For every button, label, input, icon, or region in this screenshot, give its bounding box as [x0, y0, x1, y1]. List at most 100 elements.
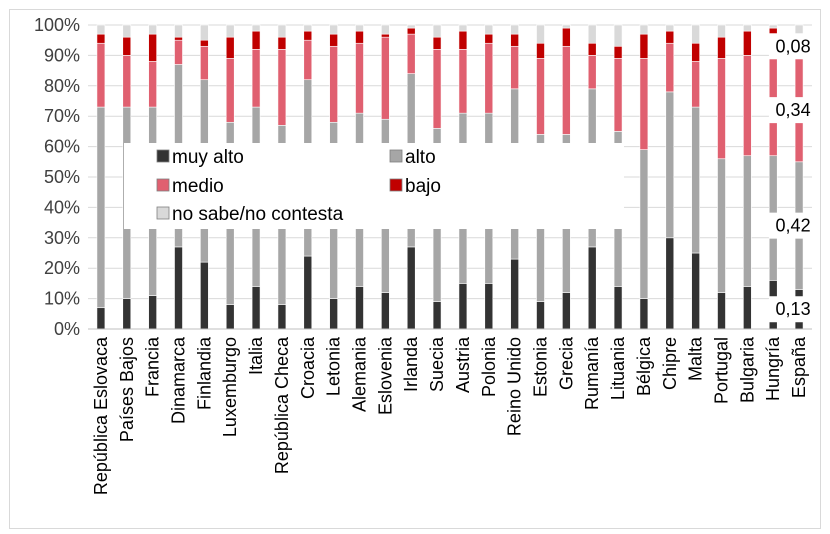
x-tick-label: República Eslovaca	[91, 336, 111, 495]
legend-label: bajo	[405, 176, 441, 197]
bar-segment	[303, 39, 313, 81]
bar-segment	[381, 292, 390, 330]
bar-segment	[355, 24, 364, 32]
bar-segment	[277, 304, 287, 330]
y-tick-label: 20%	[44, 258, 80, 278]
bar-segment	[691, 106, 700, 254]
x-tick-label: Lituania	[608, 336, 628, 400]
data-label-box	[769, 296, 818, 323]
legend-swatch	[389, 178, 403, 192]
data-label-box	[769, 212, 818, 239]
bar-segment	[432, 301, 442, 330]
bar-segment	[691, 252, 700, 330]
bar-segment	[665, 24, 675, 32]
bar-segment	[329, 33, 338, 47]
bar-segment	[794, 24, 804, 35]
bar-segment	[303, 255, 313, 330]
bar-segment	[613, 58, 623, 132]
bar-segment	[200, 24, 209, 41]
bar-segment	[329, 298, 338, 330]
bar-segment	[329, 24, 338, 35]
bar-segment	[174, 24, 183, 38]
legend: muy alto alto medio bajo no sabe/no contesta	[124, 143, 624, 229]
bar-segment	[458, 283, 468, 330]
bar-segment	[587, 246, 597, 330]
bar-segment	[484, 42, 494, 114]
bar-segment	[613, 45, 623, 59]
bar-segment	[510, 24, 519, 35]
y-tick-label: 90%	[44, 45, 80, 65]
bar-segment	[691, 61, 700, 108]
x-tick-label: Irlanda	[401, 336, 421, 392]
bar-segment	[174, 246, 183, 330]
legend-label: medio	[172, 176, 224, 197]
x-tick-label: Malta	[686, 336, 706, 381]
y-tick-label: 80%	[44, 76, 80, 96]
legend-label: alto	[405, 147, 436, 168]
bar-segment	[665, 30, 675, 44]
x-tick-label: Estonia	[531, 336, 551, 397]
bar-segment	[406, 27, 416, 35]
bar-segment	[458, 49, 468, 114]
data-label: 0,34	[776, 100, 811, 120]
x-tick-label: Polonia	[479, 336, 499, 397]
bar-segment	[96, 307, 106, 330]
bar-segment	[717, 292, 726, 330]
y-tick-label: 60%	[44, 137, 80, 157]
bar-segment	[665, 42, 675, 93]
legend-swatch	[389, 149, 403, 163]
bar-segment	[148, 33, 157, 62]
bar-segment	[510, 258, 519, 330]
legend-swatch	[156, 178, 170, 192]
x-tick-label: Letonia	[324, 336, 344, 396]
bar-segment	[174, 36, 183, 41]
bar-segment	[96, 106, 106, 309]
bar-segment	[510, 33, 519, 47]
x-tick-label: República Checa	[272, 336, 292, 474]
y-tick-label: 40%	[44, 197, 80, 217]
bar-segment	[613, 286, 623, 330]
bar-segment	[562, 24, 571, 29]
x-tick-label: España	[789, 336, 809, 398]
data-label-box	[769, 33, 818, 60]
bar-segment	[200, 39, 209, 47]
x-tick-label: Finlandia	[194, 336, 214, 410]
bar-segment	[381, 24, 390, 35]
data-label: 0,08	[776, 36, 811, 56]
bar-segment	[329, 45, 338, 123]
data-label: 0,13	[776, 299, 811, 319]
bar-segment	[122, 55, 132, 108]
bar-segment	[355, 30, 364, 44]
bar-segment	[122, 24, 132, 38]
bar-segment	[251, 24, 261, 32]
bar-segment	[355, 42, 364, 114]
x-tick-label: Reino Unido	[505, 337, 525, 436]
bar-segment	[148, 295, 157, 330]
bar-segment	[484, 24, 494, 35]
y-tick-label: 100%	[34, 15, 80, 35]
bar-segment	[587, 55, 597, 90]
bar-segment	[277, 36, 287, 50]
legend-label: muy alto	[172, 147, 244, 168]
bar-segment	[225, 36, 235, 59]
bar-segment	[458, 24, 468, 32]
bar-segment	[562, 292, 571, 330]
x-tick-label: Chipre	[660, 337, 680, 390]
bar-segment	[96, 42, 106, 108]
legend-swatch	[156, 206, 170, 220]
bar-segment	[639, 58, 649, 150]
bar-segment	[484, 283, 494, 330]
bar-segment	[277, 49, 287, 126]
x-tick-label: Croacia	[298, 336, 318, 399]
bar-segment	[406, 24, 416, 29]
x-tick-label: Francia	[143, 336, 163, 397]
bar-segment	[200, 261, 209, 330]
y-tick-label: 50%	[44, 167, 80, 187]
x-tick-label: Bélgica	[634, 336, 654, 396]
bar-segment	[225, 58, 235, 123]
bar-segment	[562, 45, 571, 135]
x-tick-label: Luxemburgo	[220, 337, 240, 437]
x-tick-label: Dinamarca	[169, 336, 189, 424]
bar-segment	[613, 24, 623, 47]
